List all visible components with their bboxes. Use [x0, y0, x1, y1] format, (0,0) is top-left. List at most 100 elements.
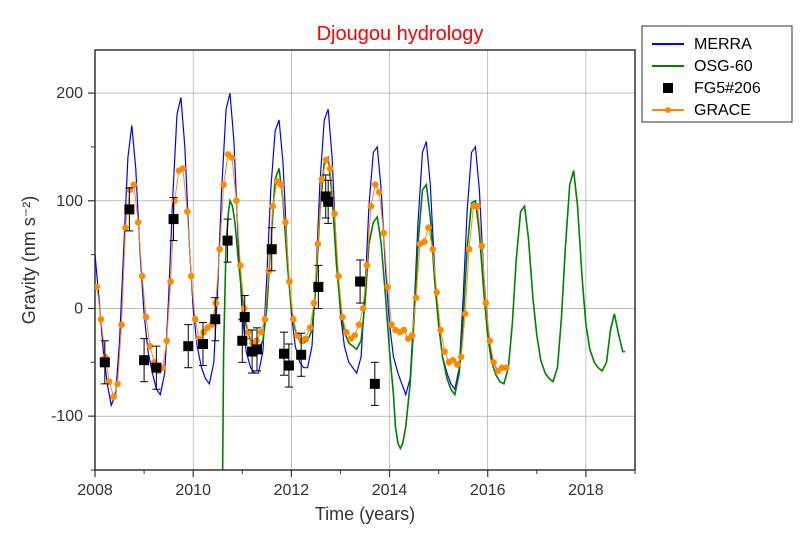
series-grace-marker	[188, 273, 194, 279]
series-grace-marker	[303, 336, 309, 342]
series-grace-marker	[332, 211, 338, 217]
series-grace-marker	[401, 327, 407, 333]
x-tick-label: 2018	[568, 482, 604, 499]
series-grace-marker	[426, 225, 432, 231]
series-grace-marker	[307, 325, 313, 331]
series-grace-marker	[270, 203, 276, 209]
series-fg5-marker	[198, 339, 208, 349]
series-grace-marker	[462, 311, 468, 317]
series-fg5-marker	[124, 204, 134, 214]
series-grace-marker	[413, 295, 419, 301]
y-tick-label: 200	[56, 85, 83, 102]
series-grace-marker	[111, 394, 117, 400]
series-grace-marker	[94, 284, 100, 290]
series-fg5-marker	[284, 361, 294, 371]
series-grace-marker	[319, 176, 325, 182]
series-fg5-marker	[313, 282, 323, 292]
series-grace-marker	[131, 182, 137, 188]
series-fg5-marker	[240, 312, 250, 322]
series-fg5-marker	[169, 214, 179, 224]
series-grace-marker	[283, 220, 289, 226]
series-fg5-marker	[370, 379, 380, 389]
series-grace-marker	[373, 182, 379, 188]
series-grace-marker	[487, 338, 493, 344]
series-grace-marker	[221, 182, 227, 188]
series-grace-marker	[139, 273, 145, 279]
series-grace-marker	[368, 203, 374, 209]
series-grace-marker	[344, 329, 350, 335]
y-tick-label: -100	[51, 408, 83, 425]
series-fg5-marker	[237, 336, 247, 346]
series-grace-marker	[483, 300, 489, 306]
series-grace-marker	[430, 246, 436, 252]
series-grace-marker	[287, 279, 293, 285]
legend-label: GRACE	[694, 102, 751, 119]
series-grace-marker	[258, 329, 264, 335]
series-grace-marker	[458, 354, 464, 360]
legend-swatch-marker	[663, 83, 673, 93]
y-tick-label: 100	[56, 193, 83, 210]
series-grace-marker	[466, 246, 472, 252]
series-grace-marker	[164, 338, 170, 344]
series-grace-marker	[364, 263, 370, 269]
series-grace-marker	[409, 333, 415, 339]
series-grace-marker	[340, 314, 346, 320]
series-grace-marker	[143, 314, 149, 320]
series-grace-marker	[475, 203, 481, 209]
x-axis-label: Time (years)	[315, 504, 415, 524]
series-grace-marker	[438, 327, 444, 333]
series-grace-marker	[336, 273, 342, 279]
series-grace-marker	[479, 243, 485, 249]
series-grace-marker	[381, 230, 387, 236]
y-axis-label: Gravity (nm s⁻²)	[19, 196, 39, 325]
x-tick-label: 2008	[77, 482, 113, 499]
series-grace-marker	[192, 316, 198, 322]
series-grace-marker	[385, 284, 391, 290]
series-grace-marker	[491, 360, 497, 366]
series-grace-marker	[262, 316, 268, 322]
series-fg5-marker	[279, 349, 289, 359]
series-grace-marker	[360, 306, 366, 312]
series-grace-marker	[172, 198, 178, 204]
x-tick-label: 2016	[470, 482, 506, 499]
series-grace-marker	[315, 241, 321, 247]
chart-title: Djougou hydrology	[317, 23, 484, 45]
series-grace-marker	[327, 166, 333, 172]
series-grace-marker	[352, 333, 358, 339]
series-grace-marker	[238, 263, 244, 269]
series-grace-marker	[323, 157, 329, 163]
series-grace-marker	[376, 189, 382, 195]
series-grace-marker	[147, 343, 153, 349]
y-tick-label: 0	[74, 300, 83, 317]
series-grace-marker	[115, 381, 121, 387]
x-tick-label: 2010	[175, 482, 211, 499]
series-fg5-marker	[139, 355, 149, 365]
series-grace-marker	[291, 316, 297, 322]
series-grace-marker	[442, 349, 448, 355]
gravity-time-series-chart: 2008 2010 2012 2014 2016 2018 -100 0 100 200 Time …	[0, 0, 800, 559]
series-grace-marker	[278, 182, 284, 188]
x-tick-label: 2012	[274, 482, 310, 499]
series-grace-marker	[98, 316, 104, 322]
series-fg5-marker	[355, 277, 365, 287]
series-grace-marker	[356, 322, 362, 328]
series-grace-marker	[217, 246, 223, 252]
series-fg5-marker	[100, 357, 110, 367]
legend-label: FG5#206	[694, 80, 761, 97]
series-grace-marker	[123, 225, 129, 231]
series-grace-marker	[504, 365, 510, 371]
legend-swatch-marker	[665, 107, 671, 113]
series-grace-marker	[311, 300, 317, 306]
series-grace-marker	[168, 279, 174, 285]
series-fg5-marker	[252, 344, 262, 354]
series-fg5-marker	[151, 363, 161, 373]
series-fg5-marker	[267, 244, 277, 254]
series-fg5-marker	[296, 350, 306, 360]
series-fg5-marker	[183, 341, 193, 351]
series-grace-marker	[454, 362, 460, 368]
series-grace-marker	[234, 198, 240, 204]
series-grace-marker	[389, 322, 395, 328]
x-tick-label: 2014	[372, 482, 408, 499]
series-grace-marker	[119, 322, 125, 328]
series-fg5-marker	[223, 236, 233, 246]
